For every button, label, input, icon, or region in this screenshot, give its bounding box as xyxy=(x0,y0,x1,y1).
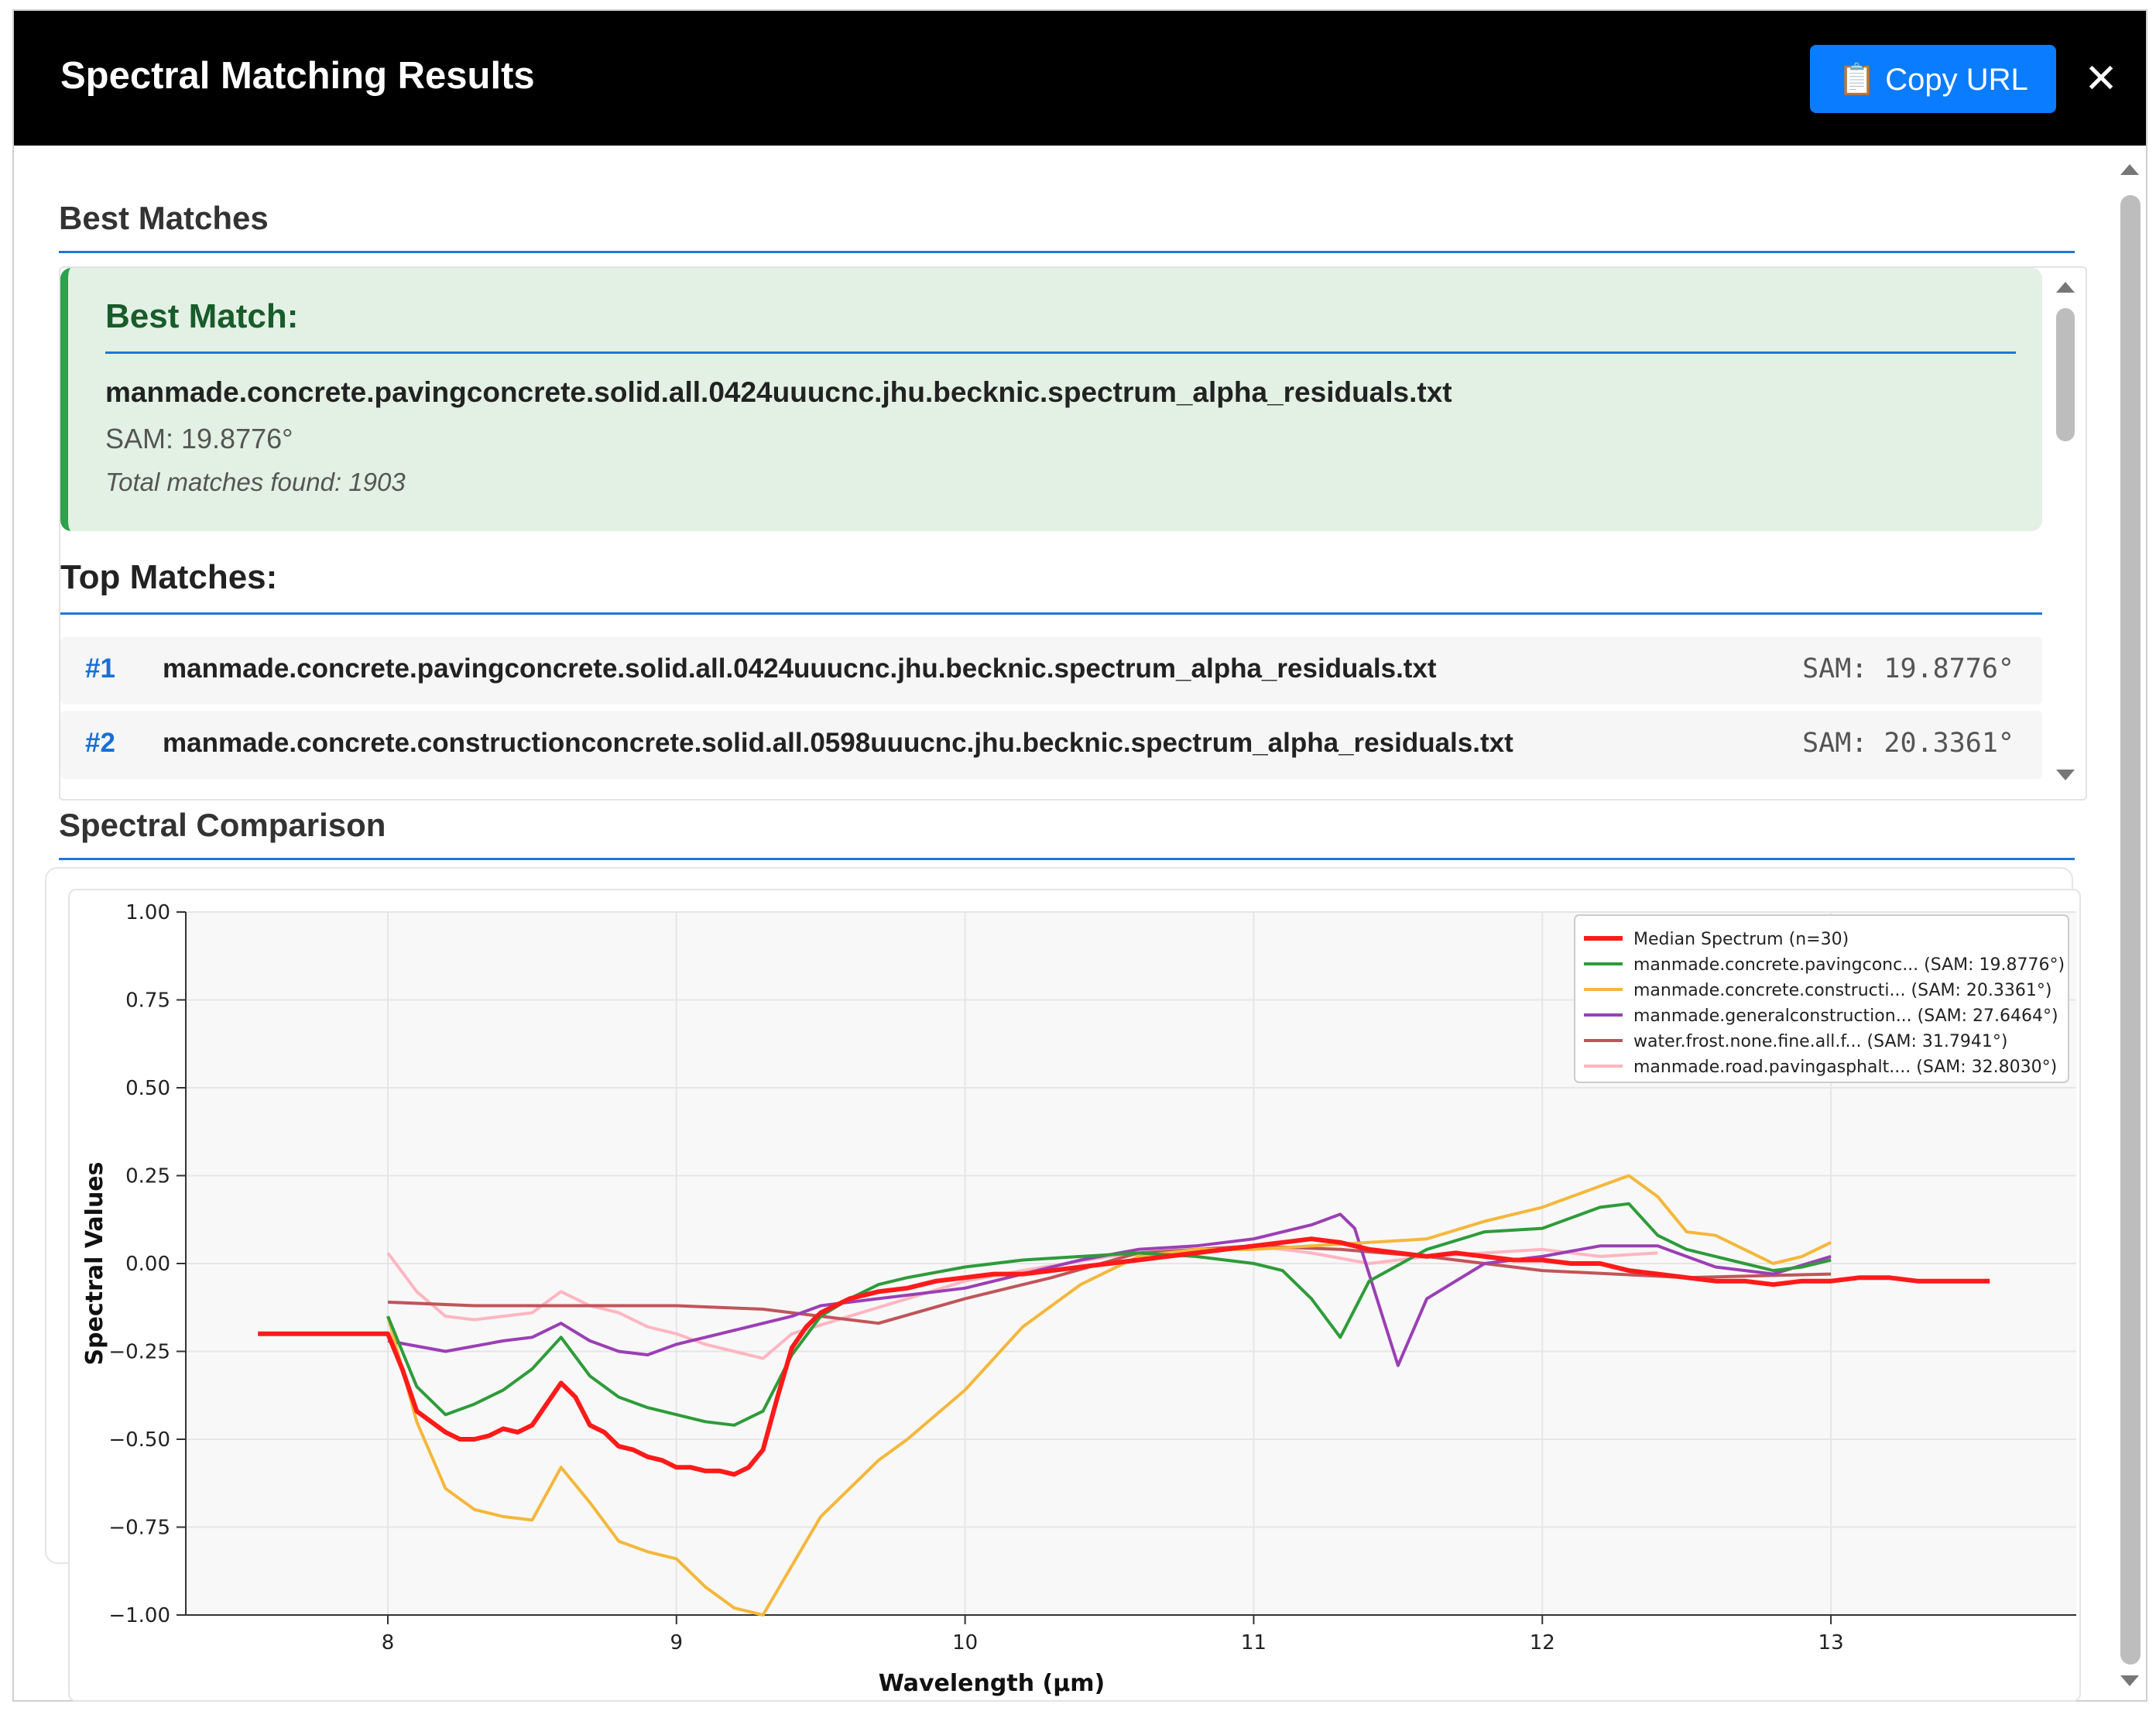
y-axis-label: Spectral Values xyxy=(81,1162,108,1366)
close-icon[interactable]: ✕ xyxy=(2084,57,2118,101)
modal-body: Best Matches Best Match: manmade.concret… xyxy=(14,146,2146,1700)
best-match-sam: SAM: 19.8776° xyxy=(105,423,293,454)
y-tick-label: 0.75 xyxy=(125,989,170,1013)
series-line-3 xyxy=(387,1212,1832,1367)
x-tick-label: 8 xyxy=(382,1631,395,1654)
best-match-name: manmade.concrete.pavingconcrete.solid.al… xyxy=(105,376,1452,408)
x-tick-label: 13 xyxy=(1818,1631,1844,1654)
match-sam: SAM: 19.8776° xyxy=(1802,653,2014,684)
legend-label: manmade.concrete.pavingconc... (SAM: 19.… xyxy=(1633,955,2065,975)
copy-url-label: 📋 Copy URL xyxy=(1838,62,2028,97)
y-tick-label: −0.25 xyxy=(108,1341,170,1364)
match-rank: #2 xyxy=(85,728,115,758)
series-line-2 xyxy=(386,1174,1832,1617)
copy-url-button[interactable]: 📋 Copy URL xyxy=(1810,45,2056,113)
match-row[interactable]: #2 manmade.concrete.constructionconcrete… xyxy=(60,711,2042,779)
legend-label: manmade.road.pavingasphalt.... (SAM: 32.… xyxy=(1633,1058,2057,1077)
legend-box xyxy=(1574,914,2069,1083)
matches-scroll-panel[interactable]: Best Match: manmade.concrete.pavingconcr… xyxy=(59,266,2087,801)
modal-title: Spectral Matching Results xyxy=(60,55,535,97)
modal-scrollbar[interactable] xyxy=(2115,158,2146,1699)
y-tick-label: 0.50 xyxy=(125,1077,170,1100)
scrollbar-thumb[interactable] xyxy=(2056,308,2075,441)
spectral-chart: 8 9 10 11 12 13 1.00 0.75 0.50 0.25 0.00 −0.25 −0.50… xyxy=(81,901,2076,1697)
x-tick-label: 9 xyxy=(670,1631,684,1654)
match-sam: SAM: 20.3361° xyxy=(1802,728,2014,759)
legend-label: Median Spectrum (n=30) xyxy=(1633,930,1849,949)
scroll-up-arrow-icon[interactable] xyxy=(2120,164,2139,175)
scrollbar-thumb[interactable] xyxy=(2120,195,2141,1665)
series-line-0 xyxy=(258,1236,1990,1477)
y-tick-label: 0.25 xyxy=(125,1165,170,1188)
matches-scrollbar[interactable] xyxy=(2048,268,2084,799)
modal-header: Spectral Matching Results 📋 Copy URL ✕ xyxy=(14,11,2146,146)
legend-label: manmade.concrete.constructi... (SAM: 20.… xyxy=(1633,981,2051,1000)
match-row[interactable]: #1 manmade.concrete.pavingconcrete.solid… xyxy=(60,636,2042,705)
x-tick-label: 12 xyxy=(1530,1631,1555,1654)
scroll-up-arrow-icon[interactable] xyxy=(2056,282,2075,293)
series-line-1 xyxy=(386,1202,1832,1427)
best-match-card: Best Match: manmade.concrete.pavingconcr… xyxy=(60,268,2042,531)
match-name: manmade.concrete.constructionconcrete.so… xyxy=(163,728,1513,758)
x-tick-label: 10 xyxy=(952,1631,978,1654)
top-matches-title: Top Matches: xyxy=(60,558,278,596)
y-tick-label: −1.00 xyxy=(108,1604,170,1627)
series-line-5 xyxy=(386,1244,1658,1360)
match-name: manmade.concrete.pavingconcrete.solid.al… xyxy=(163,653,1437,684)
legend-label: water.frost.none.fine.all.f... (SAM: 31.… xyxy=(1633,1032,2007,1051)
match-rank: #1 xyxy=(85,653,115,684)
best-match-rule xyxy=(105,351,2016,354)
x-tick-label: 11 xyxy=(1241,1631,1267,1654)
legend-label: manmade.generalconstruction... (SAM: 27.… xyxy=(1633,1006,2058,1026)
scroll-down-arrow-icon[interactable] xyxy=(2056,770,2075,780)
x-axis-label: Wavelength (µm) xyxy=(879,1670,1105,1697)
total-matches: Total matches found: 1903 xyxy=(105,468,406,496)
y-tick-label: 0.00 xyxy=(125,1253,170,1276)
spectral-comparison-heading: Spectral Comparison xyxy=(59,807,386,843)
plot-frame: 8 9 10 11 12 13 1.00 0.75 0.50 0.25 0.00 −0.25 −0.50… xyxy=(68,889,2081,1702)
scroll-down-arrow-icon[interactable] xyxy=(2120,1675,2139,1686)
y-tick-label: 1.00 xyxy=(125,901,170,924)
best-matches-rule xyxy=(59,251,2075,253)
best-matches-heading: Best Matches xyxy=(59,200,269,236)
y-tick-label: −0.50 xyxy=(108,1428,170,1452)
spectral-comparison-rule xyxy=(59,858,2075,860)
y-tick-label: −0.75 xyxy=(108,1517,170,1540)
top-matches-rule xyxy=(60,612,2042,615)
best-match-title: Best Match: xyxy=(105,297,299,335)
